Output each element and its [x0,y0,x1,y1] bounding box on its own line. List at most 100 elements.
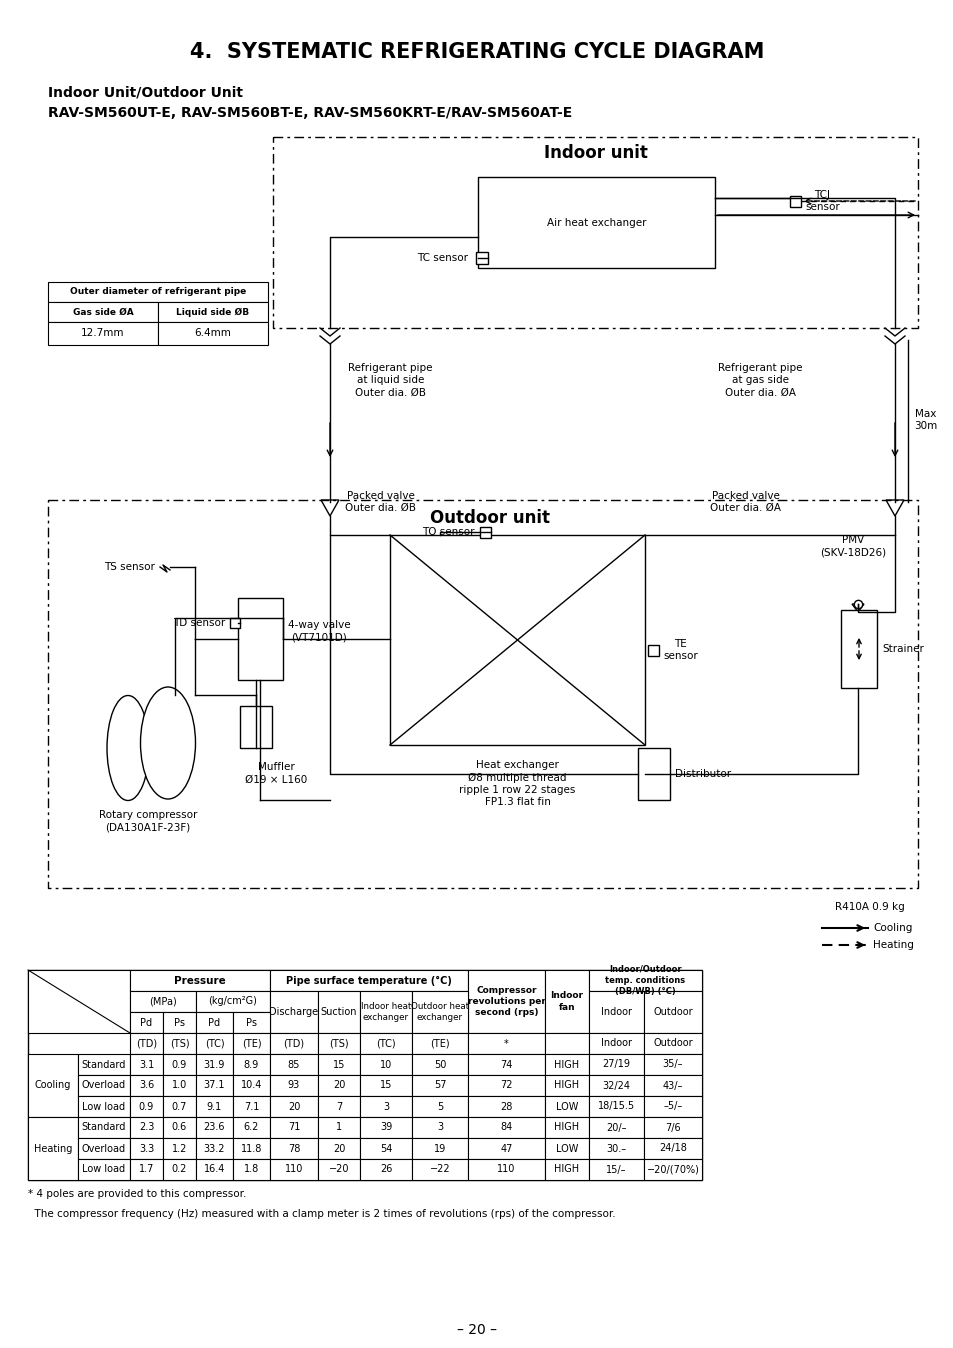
Bar [195,1159,233,1180]
Text: 7.1: 7.1 [244,1101,259,1112]
Bar [317,1117,359,1138]
Bar [130,1012,163,1033]
Bar [233,1138,270,1159]
Text: 6.2: 6.2 [244,1123,259,1132]
Text: (TS): (TS) [329,1038,349,1049]
Bar [78,1074,130,1096]
Text: LOW: LOW [556,1101,578,1112]
Bar [317,1033,359,1054]
Bar [643,1117,701,1138]
Bar [163,1012,195,1033]
Text: Outer diameter of refrigerant pipe: Outer diameter of refrigerant pipe [70,287,246,297]
Text: 0.6: 0.6 [172,1123,187,1132]
Text: 1: 1 [335,1123,342,1132]
Text: Indoor/Outdoor
temp. conditions
(DB/WB) (°C): Indoor/Outdoor temp. conditions (DB/WB) … [605,965,685,996]
Text: Air heat exchanger: Air heat exchanger [546,217,645,228]
Bar [544,1138,588,1159]
Bar [588,1117,643,1138]
Bar [195,1033,233,1054]
Text: TD sensor: TD sensor [172,617,225,628]
Text: HIGH: HIGH [554,1081,579,1091]
Text: 15/–: 15/– [605,1165,626,1174]
Text: Standard: Standard [82,1123,126,1132]
Bar [468,1033,544,1054]
Text: Suction: Suction [320,1007,356,1016]
Bar [28,1054,78,1117]
Bar [643,1074,701,1096]
Bar [195,1138,233,1159]
Bar [28,1117,78,1180]
Bar [270,1096,317,1117]
Text: PMV
(SKV-18D26): PMV (SKV-18D26) [820,535,885,557]
Text: Packed valve
Outer dia. ØA: Packed valve Outer dia. ØA [709,491,781,514]
Bar [163,1054,195,1074]
Text: 20/–: 20/– [605,1123,626,1132]
Text: 28: 28 [499,1101,512,1112]
Bar [233,1012,270,1033]
Text: 3: 3 [382,1101,389,1112]
Text: Indoor: Indoor [600,1038,631,1049]
Text: 3.3: 3.3 [139,1143,154,1154]
Bar [195,1117,233,1138]
Bar [544,1096,588,1117]
Bar [789,195,801,208]
Text: 5: 5 [436,1101,442,1112]
Bar [195,1012,233,1033]
Text: Standard: Standard [82,1060,126,1069]
Text: TC sensor: TC sensor [416,253,468,263]
Text: (TE): (TE) [430,1038,450,1049]
Text: 6.4mm: 6.4mm [194,329,232,338]
Text: −20: −20 [329,1165,349,1174]
Text: 30.–: 30.– [606,1143,626,1154]
Bar [643,1096,701,1117]
Text: *: * [503,1038,508,1049]
Text: Compressor
revolutions per
second (rps): Compressor revolutions per second (rps) [467,985,545,1018]
Text: Heating: Heating [33,1143,72,1154]
Text: HIGH: HIGH [554,1060,579,1069]
Bar [130,1074,163,1096]
Bar [643,1033,701,1054]
Bar [588,1138,643,1159]
Polygon shape [320,500,338,516]
Bar [158,322,268,345]
Text: 78: 78 [288,1143,300,1154]
Bar [270,1159,317,1180]
Bar [841,611,876,687]
Bar [233,1033,270,1054]
Bar [270,1138,317,1159]
Bar [48,322,158,345]
Text: Refrigerant pipe
at liquid side
Outer dia. ØB: Refrigerant pipe at liquid side Outer di… [348,363,432,398]
Bar [468,1096,544,1117]
Text: 50: 50 [434,1060,446,1069]
Bar [390,535,644,745]
Bar [270,1117,317,1138]
Bar [412,1074,468,1096]
Text: Outdoor unit: Outdoor unit [430,510,550,527]
Text: (TS): (TS) [170,1038,189,1049]
Text: 23.6: 23.6 [204,1123,225,1132]
Bar [412,1096,468,1117]
Text: 39: 39 [379,1123,392,1132]
Text: 24/18: 24/18 [659,1143,686,1154]
Bar [638,748,669,799]
Text: 20: 20 [288,1101,300,1112]
Text: TE
sensor: TE sensor [662,639,697,662]
Bar [28,971,701,1180]
Bar [643,1138,701,1159]
Bar [544,971,588,1033]
Text: (TE): (TE) [241,1038,261,1049]
Bar [230,617,240,628]
Bar [588,971,701,991]
Text: TO sensor: TO sensor [422,527,475,537]
Bar [359,1138,412,1159]
Bar [163,1074,195,1096]
Text: 7/6: 7/6 [664,1123,680,1132]
Text: Overload: Overload [82,1143,126,1154]
Text: 93: 93 [288,1081,300,1091]
Bar [130,1117,163,1138]
Text: 31.9: 31.9 [204,1060,225,1069]
Bar [78,1096,130,1117]
Text: Low load: Low load [82,1101,126,1112]
Text: Rotary compressor
(DA130A1F-23F): Rotary compressor (DA130A1F-23F) [99,810,197,833]
Text: 20: 20 [333,1143,345,1154]
